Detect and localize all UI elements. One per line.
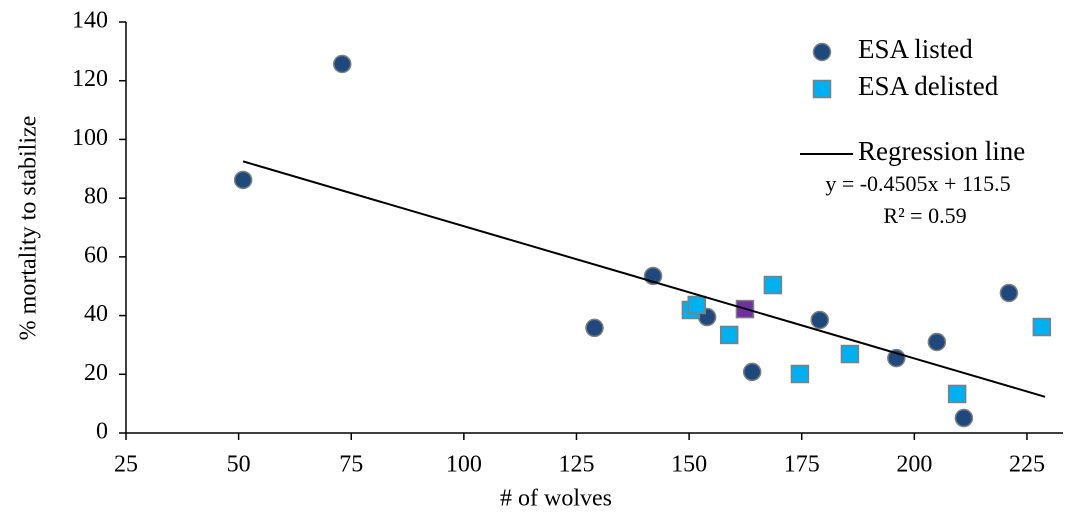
y-tick-label: 120 xyxy=(72,66,108,92)
y-tick-label: 40 xyxy=(84,301,108,327)
y-tick-label: 60 xyxy=(84,242,108,268)
x-tick-label: 200 xyxy=(896,452,932,478)
y-tick-label: 140 xyxy=(72,8,108,34)
y-tick-label: 100 xyxy=(72,125,108,151)
point xyxy=(810,310,829,330)
x-axis-title: # of wolves xyxy=(500,486,612,512)
point xyxy=(585,318,604,338)
point xyxy=(840,344,860,364)
point xyxy=(687,295,707,315)
x-tick-label: 175 xyxy=(784,452,820,478)
y-tick-label: 80 xyxy=(84,184,108,210)
x-tick-label: 125 xyxy=(558,452,594,478)
y-tick-label: 0 xyxy=(96,419,108,445)
point xyxy=(1032,317,1052,337)
r-squared: R² = 0.59 xyxy=(883,203,966,228)
x-tick-label: 75 xyxy=(339,452,363,478)
x-tick-label: 100 xyxy=(446,452,482,478)
point xyxy=(719,325,739,345)
point xyxy=(947,384,967,404)
point xyxy=(742,362,762,382)
legend-marker xyxy=(812,79,832,99)
point xyxy=(954,408,974,428)
point xyxy=(790,364,810,384)
regression-line xyxy=(242,160,1046,398)
x-tick-label: 150 xyxy=(671,452,707,478)
legend-label: ESA delisted xyxy=(858,71,999,101)
point xyxy=(999,283,1019,303)
legend-label: ESA listed xyxy=(858,34,973,64)
point xyxy=(233,170,253,190)
x-tick-label: 50 xyxy=(227,452,251,478)
x-tick-label: 25 xyxy=(114,452,138,478)
legend-marker xyxy=(812,42,832,62)
legend-label: Regression line xyxy=(858,136,1025,166)
x-tick-label: 225 xyxy=(1009,452,1045,478)
point xyxy=(332,54,352,74)
point xyxy=(927,332,947,352)
y-axis-title: % mortality to stabilize xyxy=(16,116,42,341)
point xyxy=(763,275,783,295)
y-tick-label: 20 xyxy=(84,360,108,386)
equation: y = -0.4505x + 115.5 xyxy=(825,171,1010,196)
